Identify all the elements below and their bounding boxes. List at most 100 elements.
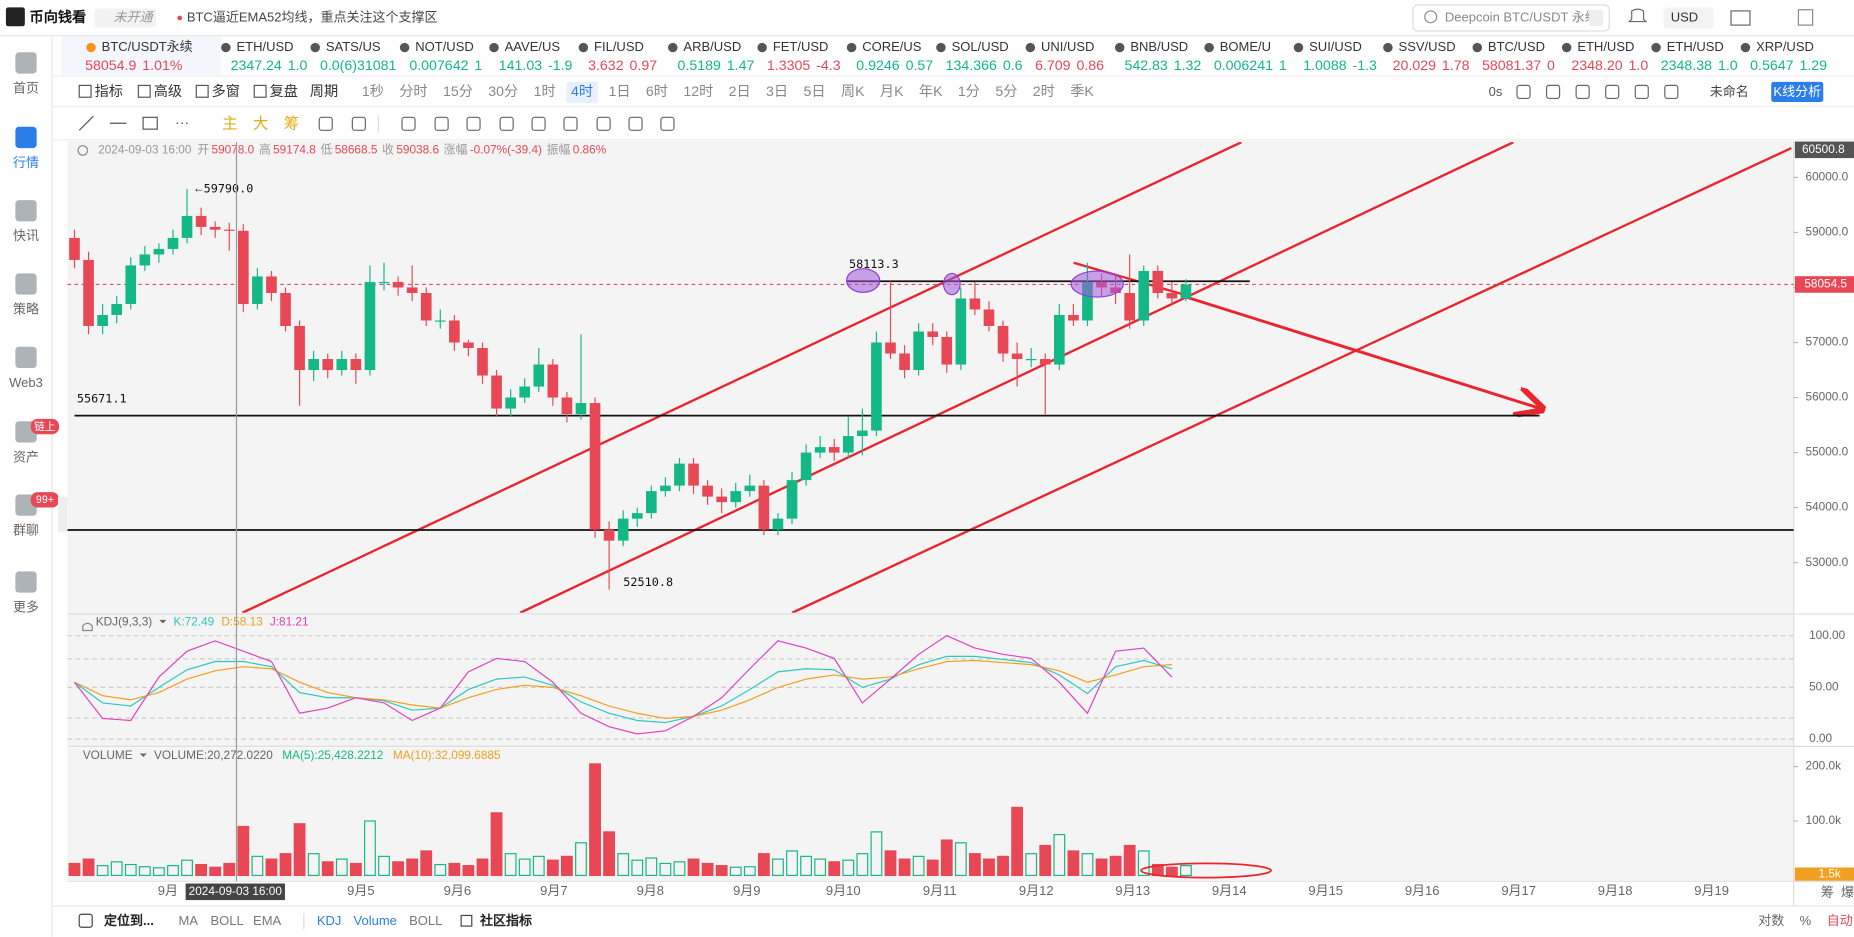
sidebar-icon[interactable] [15,52,37,74]
ticker[interactable]: CORE/US 0.9246 0.57 [846,39,934,74]
ticker-name[interactable]: ETH/USD [1577,39,1634,54]
ticker-price[interactable]: 58054.9 [85,58,136,74]
toolbar-icon[interactable] [1575,84,1590,100]
sidebar-icon[interactable] [15,273,37,295]
ticker-name[interactable]: SSV/USD [1399,39,1456,54]
draw-icon[interactable] [401,116,416,131]
sidebar-item[interactable]: 策略 [13,301,39,316]
dropdown[interactable] [159,619,167,624]
ticker-name[interactable]: ETH/USD [1667,39,1724,54]
locate[interactable]: 定位到... [103,913,154,928]
period[interactable]: 5日 [803,84,825,100]
period[interactable]: 5分 [995,84,1017,100]
ticker-change[interactable]: 1.32 [1174,58,1202,74]
ticker[interactable]: SOL/USD 134.366 0.6 [936,39,1023,74]
ticker-name[interactable]: FET/USD [773,39,829,54]
ticker-name[interactable]: CORE/US [862,39,922,54]
main-indicator[interactable]: EMA [253,913,281,928]
sub-indicator[interactable]: KDJ [317,913,342,928]
ticker-change[interactable]: 0.97 [630,58,658,74]
kline-btn-bg[interactable] [1771,81,1824,102]
ticker-change[interactable]: 0.57 [906,58,934,74]
ticker-price[interactable]: 20.029 [1393,58,1436,74]
toolbar-icon[interactable] [1634,84,1649,100]
ticker-change[interactable]: 1 [474,58,482,74]
ticker-price[interactable]: 134.366 [946,58,997,74]
toolbar-icon[interactable] [1516,84,1531,100]
mail[interactable] [1730,10,1751,26]
sidebar-icon[interactable] [15,346,37,368]
ticker-price[interactable]: 0.006241 [1214,58,1273,74]
ticker-change[interactable]: 0 [1547,58,1555,74]
search[interactable]: Deepcoin BTC/USDT 永续 [1445,9,1598,24]
ticker-price[interactable]: 3.632 [588,58,624,74]
ticker[interactable]: XRP/USD 0.5647 1.29 [1740,39,1827,74]
badge[interactable]: 未开通 [114,9,155,24]
period[interactable]: 1日 [608,84,630,100]
ticker[interactable]: NOT/USD 0.007642 1 [399,39,482,74]
ticker-name[interactable]: AAVE/US [505,39,561,54]
ticker[interactable]: SATS/US 0.0(6)31081 [310,39,397,74]
sidebar-item[interactable]: 资产 [13,449,39,464]
sidebar-item[interactable]: Web3 [9,375,43,390]
tool[interactable]: 多窗 [212,83,240,100]
sidebar-icon[interactable] [15,126,37,149]
draw-icon[interactable] [628,116,643,131]
sidebar-item[interactable]: 首页 [13,80,39,95]
ticker-price[interactable]: 6.709 [1035,58,1071,74]
community[interactable]: 社区指标 [479,913,532,928]
draw-icon[interactable] [596,116,611,131]
ticker-price[interactable]: 0.5647 [1750,58,1793,74]
sidebar-item[interactable]: 群聊 [13,523,39,538]
layout-name[interactable]: 未命名 [1710,84,1749,99]
ticker-name[interactable]: ARB/USD [683,39,741,54]
ticker-change[interactable]: 1.0 [1629,58,1649,74]
draw-icon[interactable] [499,116,514,131]
period[interactable]: 季K [1070,84,1094,100]
sidebar-item[interactable]: 更多 [13,599,39,614]
ticker-price[interactable]: 2348.20 [1571,58,1622,74]
currency-box[interactable] [1663,7,1714,29]
toolbar-icon[interactable] [1545,84,1561,100]
ticker-price[interactable]: 0.007642 [409,58,468,74]
tool[interactable]: 高级 [154,83,182,100]
toolbar-icon[interactable] [1605,84,1620,100]
ticker-change[interactable]: 1.78 [1442,58,1470,74]
ticker[interactable]: BNB/USD 542.83 1.32 [1115,39,1201,74]
ticker-price[interactable]: 1.3305 [767,58,810,74]
draw-icon[interactable] [563,116,578,131]
ticker[interactable]: SUI/USD 1.0088 -1.3 [1293,39,1377,74]
sidebar-icon[interactable] [15,571,37,593]
ticker[interactable]: ETH/USD 2347.24 1.0 [221,39,308,74]
ticker[interactable]: UNI/USD 6.709 0.86 [1025,39,1105,74]
period[interactable]: 1时 [534,84,556,100]
period[interactable]: 2日 [729,84,751,100]
ticker-price[interactable]: 141.03 [499,58,542,74]
drawing-tool[interactable]: 筹 [284,114,299,132]
period[interactable]: 2时 [1033,84,1055,100]
ticker-price[interactable]: 542.83 [1124,58,1167,74]
ticker-change[interactable]: 0.6 [1003,58,1023,74]
ticker-change[interactable]: 0.86 [1076,58,1104,74]
ticker-name[interactable]: XRP/USD [1756,39,1814,54]
scale-option[interactable]: 自动 [1827,913,1853,928]
period[interactable]: 12时 [683,84,713,100]
ticker-name[interactable]: UNI/USD [1041,39,1094,54]
main-indicator[interactable]: BOLL [210,913,243,928]
ticker-name[interactable]: BOME/U [1220,39,1271,54]
ticker[interactable]: BTC/USD 58081.37 0 [1472,39,1555,74]
draw-icon[interactable] [660,116,675,131]
drawing-tool[interactable]: 主 [222,114,237,132]
sub-indicator[interactable]: Volume [354,913,397,928]
period[interactable]: 4时 [571,84,593,100]
period[interactable]: 1分 [958,84,980,100]
window-icon[interactable] [1797,9,1814,26]
ticker[interactable]: FIL/USD 3.632 0.97 [578,39,658,74]
ticker[interactable]: SSV/USD 20.029 1.78 [1383,39,1470,74]
ticker[interactable]: ARB/USD 0.5189 1.47 [668,39,754,74]
ticker-change[interactable]: 1.47 [727,58,755,74]
timer[interactable]: 0s [1489,84,1503,99]
period[interactable]: 1秒 [362,84,384,100]
tool[interactable]: 复盘 [270,83,298,100]
ticker[interactable]: BTC/USDT永续 58054.9 1.01% [85,39,193,74]
